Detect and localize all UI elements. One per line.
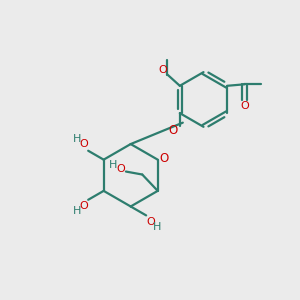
Text: O: O: [240, 101, 249, 111]
Text: O: O: [160, 152, 169, 165]
Text: O: O: [146, 217, 155, 227]
Text: O: O: [169, 124, 178, 137]
Text: O: O: [80, 139, 88, 149]
Text: H: H: [73, 134, 81, 144]
Text: O: O: [80, 201, 88, 211]
Text: O: O: [116, 164, 125, 174]
Text: H: H: [153, 222, 162, 232]
Text: H: H: [109, 160, 118, 170]
Text: O: O: [158, 65, 167, 75]
Text: H: H: [73, 206, 81, 216]
